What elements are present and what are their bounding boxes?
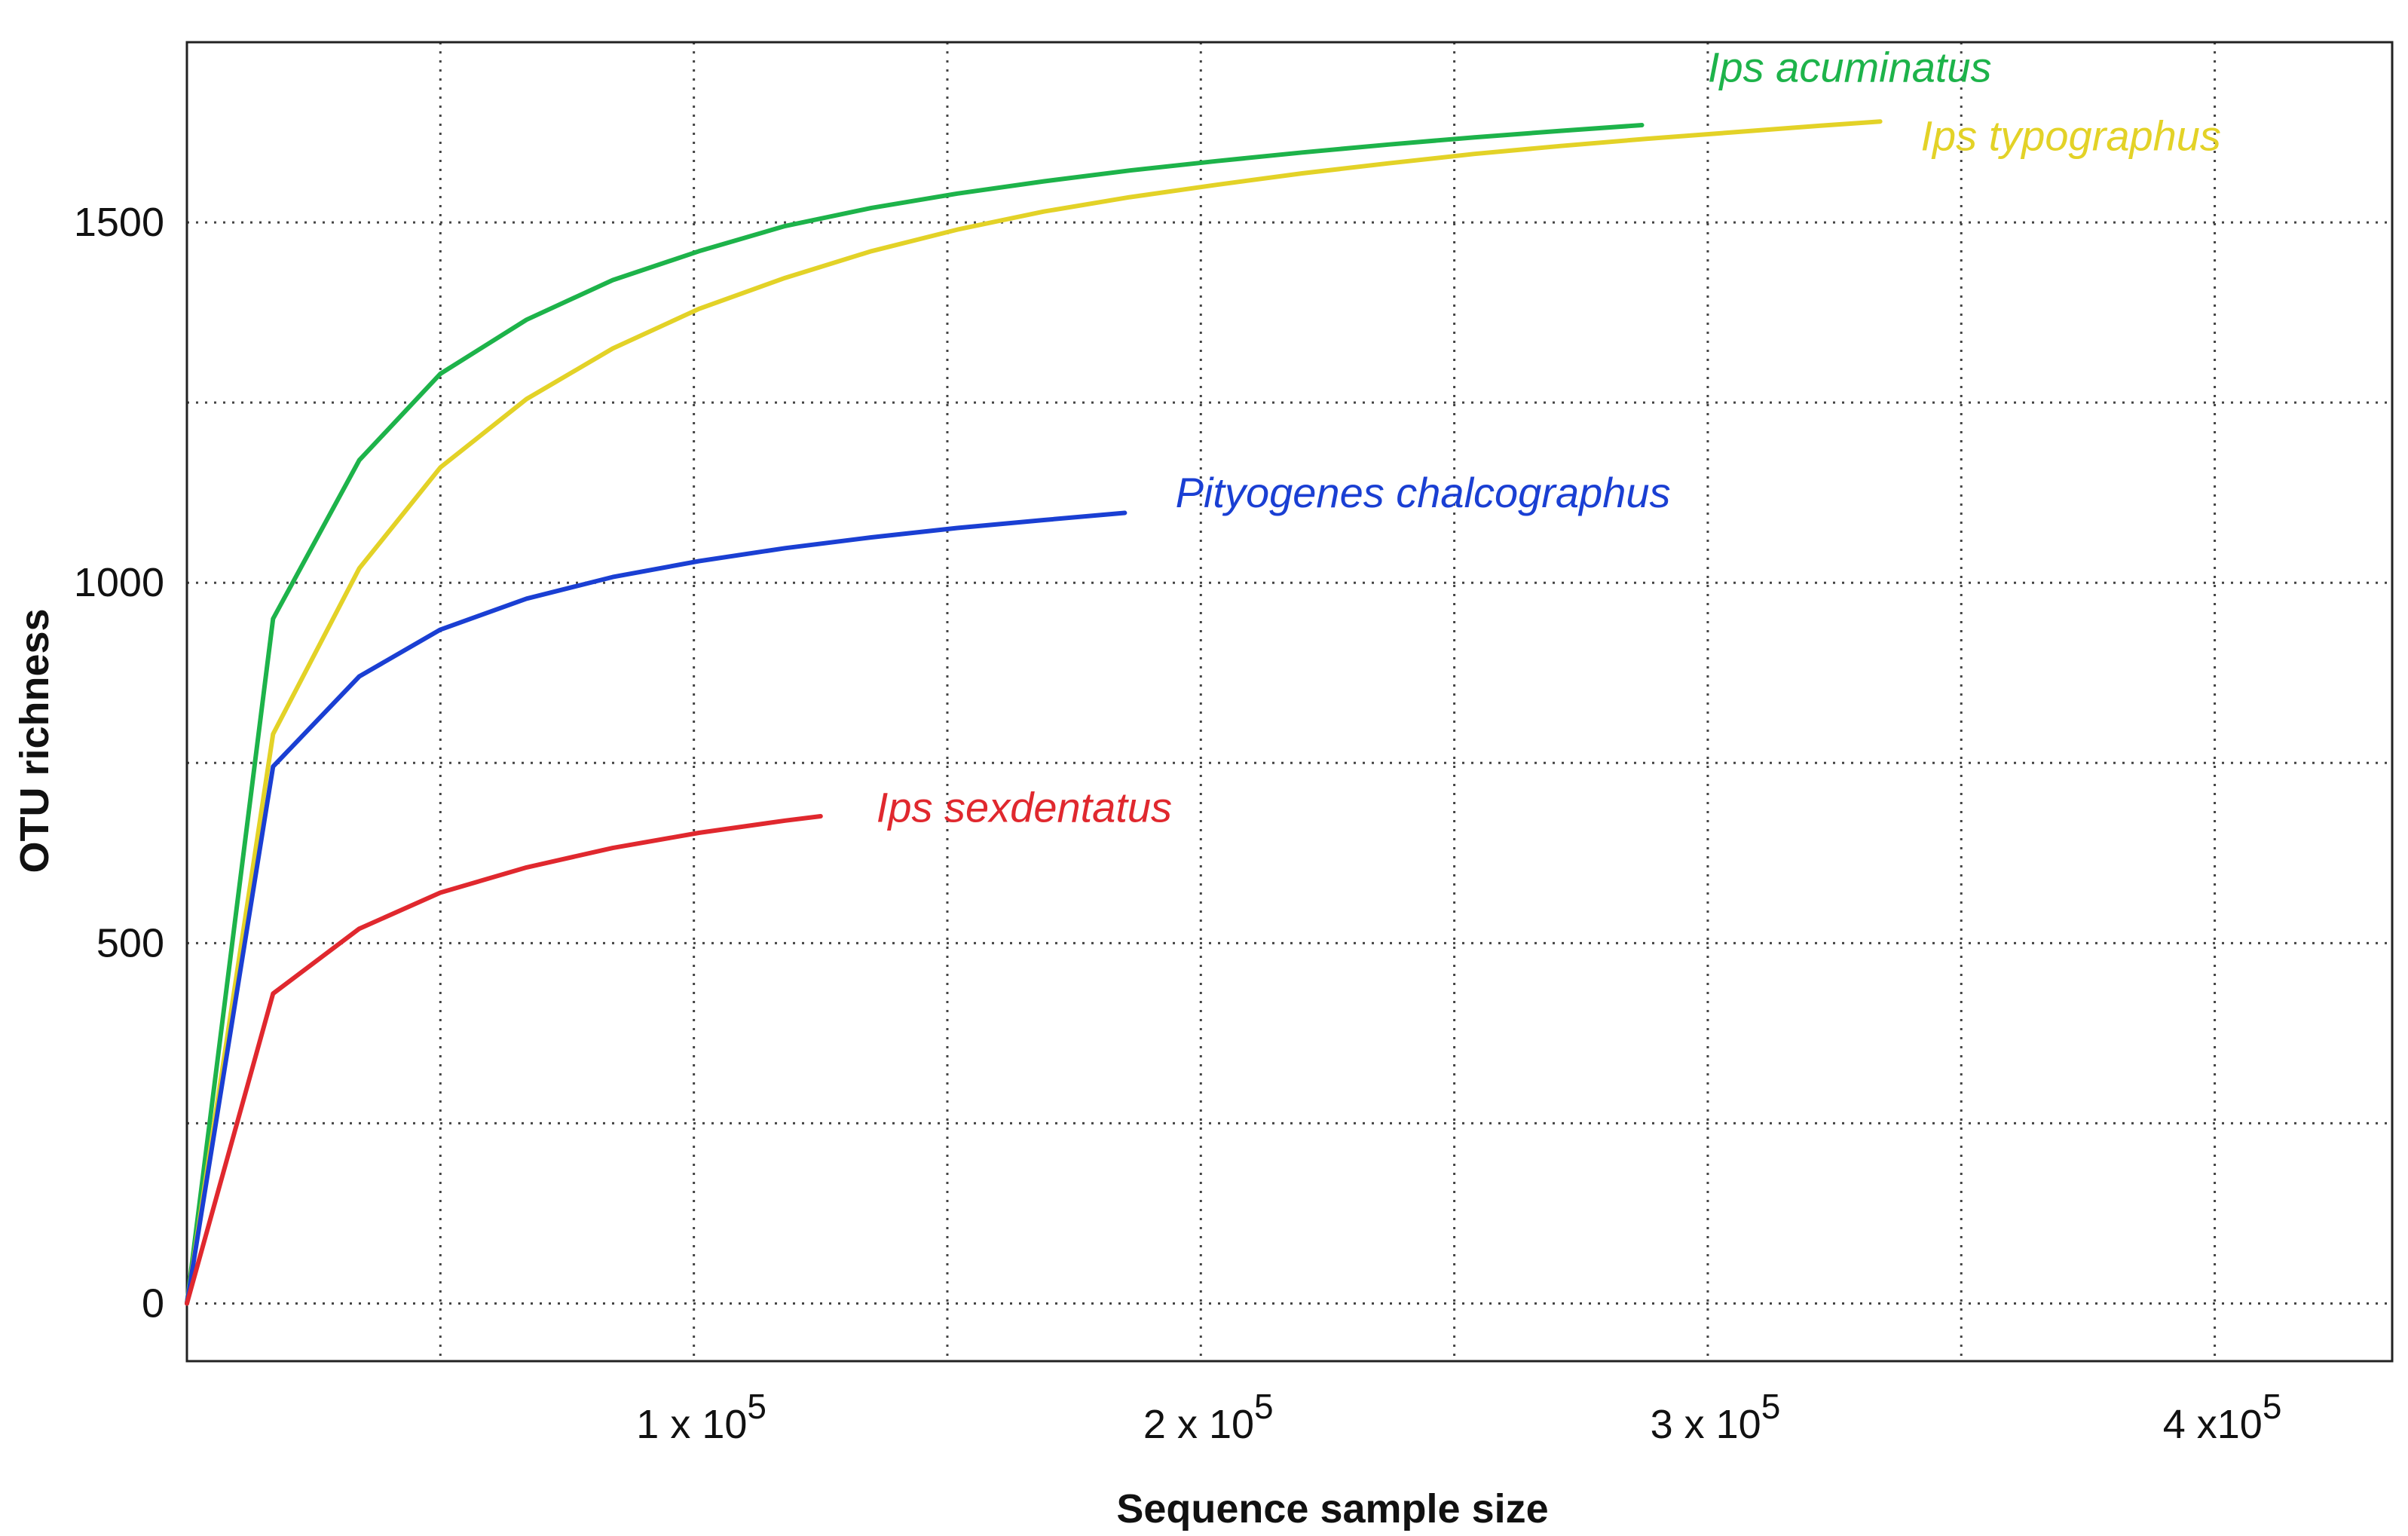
series-line-ips-typographus — [185, 119, 1883, 1306]
series-label-ips-sexdentatus: Ips sexdentatus — [877, 784, 1172, 831]
plot-frame — [185, 41, 2394, 1363]
x-tick-label: 2 x 105 — [1143, 1387, 1274, 1447]
y-tick-label: 500 — [96, 920, 164, 965]
series-label-pityogenes-chalcographus: Pityogenes chalcographus — [1176, 469, 1671, 516]
series-label-ips-typographus: Ips typographus — [1920, 112, 2220, 159]
y-tick-label: 1500 — [74, 200, 164, 245]
series-label-ips-acuminatus: Ips acuminatus — [1708, 44, 1992, 91]
x-tick-label: 3 x 105 — [1651, 1387, 1781, 1447]
series-line-ips-sexdentatus — [185, 814, 823, 1306]
y-axis-title: OTU richness — [12, 608, 57, 873]
series-layer — [185, 119, 1883, 1306]
y-axis-tick-labels: 0 500 1000 1500 — [74, 200, 164, 1326]
x-tick-label: 4 x105 — [2163, 1387, 2282, 1447]
series-label-layer: Ips acuminatus Ips typographus Pityogenes … — [877, 44, 2221, 831]
y-tick-label: 1000 — [74, 560, 164, 605]
series-line-pityogenes-chalcographus — [185, 510, 1128, 1306]
y-tick-label: 0 — [142, 1281, 164, 1326]
x-axis-tick-labels: 1 x 105 2 x 105 3 x 105 4 x105 — [636, 1387, 2281, 1447]
grid-layer — [187, 42, 2392, 1361]
x-tick-label: 1 x 105 — [636, 1387, 766, 1447]
series-line-ips-acuminatus — [185, 123, 1645, 1306]
x-axis-title: Sequence sample size — [1116, 1486, 1548, 1531]
